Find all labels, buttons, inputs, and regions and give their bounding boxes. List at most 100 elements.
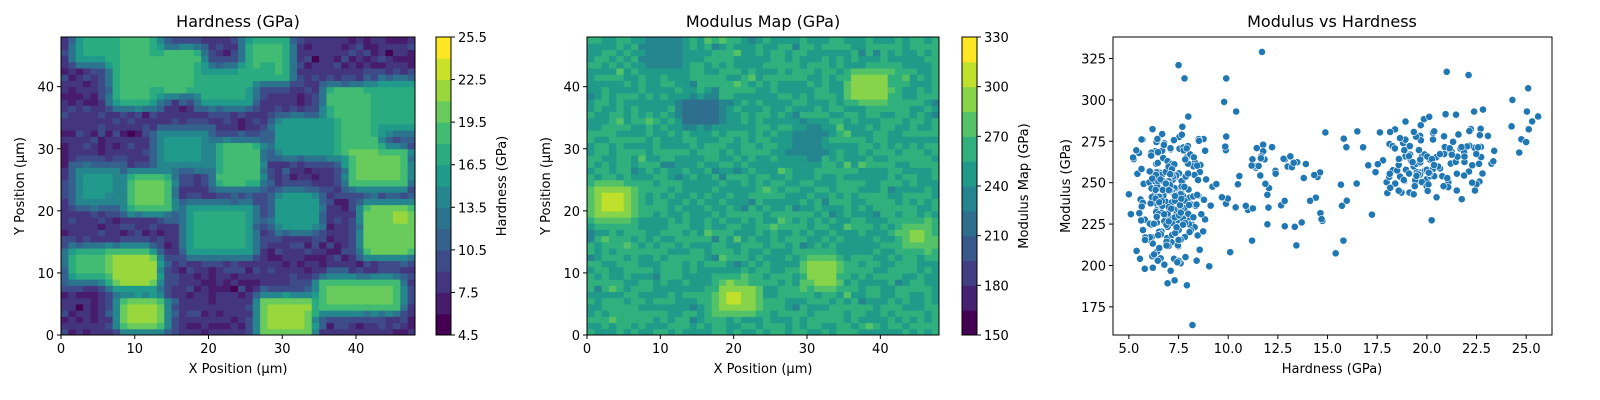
heatmap-cell (326, 248, 335, 255)
heatmap-cell (289, 279, 298, 286)
heatmap-cell (587, 86, 595, 94)
heatmap-cell (931, 291, 940, 299)
heatmap-cell (675, 291, 683, 299)
heatmap-cell (902, 210, 911, 218)
heatmap-cell (274, 49, 283, 57)
heatmap-cell (667, 154, 676, 162)
heatmap-cell (865, 68, 874, 75)
heatmap-cell (149, 254, 158, 261)
heatmap-cell (645, 105, 654, 112)
heatmap-cell (260, 217, 269, 224)
heatmap-cell (829, 229, 837, 237)
heatmap-cell (311, 92, 320, 100)
heatmap-cell (638, 204, 647, 212)
heatmap-cell (252, 272, 261, 280)
heatmap-cell (90, 254, 99, 261)
heatmap-cell (689, 161, 698, 168)
heatmap-cell (164, 37, 173, 44)
heatmap-cell (807, 105, 815, 112)
heatmap-cell (917, 43, 925, 50)
heatmap-cell (623, 92, 632, 100)
heatmap-cell (909, 297, 918, 305)
heatmap-cell (902, 241, 911, 249)
heatmap-cell (68, 285, 77, 293)
heatmap-cell (660, 92, 669, 100)
colorbar-segment (962, 161, 977, 187)
heatmap-cell (171, 291, 180, 299)
heatmap-cell (90, 99, 99, 106)
heatmap-cell (201, 217, 210, 224)
heatmap-cell (370, 260, 379, 268)
heatmap-cell (97, 186, 106, 193)
heatmap-cell (807, 55, 815, 63)
heatmap-cell (667, 198, 676, 206)
heatmap-cell (193, 49, 202, 57)
heatmap-cell (112, 86, 121, 94)
heatmap-cell (814, 303, 823, 311)
heatmap-cell (821, 210, 830, 218)
heatmap-cell (68, 136, 77, 144)
heatmap-cell (601, 43, 610, 50)
heatmap-cell (385, 328, 394, 336)
heatmap-cell (400, 130, 409, 137)
heatmap-cell (792, 316, 801, 324)
heatmap-cell (726, 148, 735, 156)
heatmap-cell (858, 117, 867, 125)
heatmap-cell (201, 86, 210, 94)
heatmap-cell (741, 161, 749, 168)
heatmap-cell (112, 123, 121, 131)
heatmap-cell (164, 241, 173, 249)
heatmap-cell (763, 148, 771, 156)
heatmap-cell (304, 229, 313, 237)
heatmap-cell (112, 198, 121, 206)
heatmap-cell (631, 61, 639, 69)
heatmap-cell (726, 130, 735, 137)
heatmap-cell (682, 223, 691, 230)
heatmap-cell (821, 43, 830, 50)
scatter-point (1161, 179, 1170, 188)
heatmap-cell (704, 192, 713, 199)
heatmap-cell (594, 272, 603, 280)
heatmap-cell (61, 260, 69, 268)
scatter-point (1192, 200, 1201, 209)
heatmap-cell (252, 55, 261, 63)
heatmap-cell (777, 173, 786, 181)
heatmap-cell (887, 74, 896, 81)
heatmap-cell (193, 68, 202, 75)
heatmap-cell (341, 179, 350, 187)
heatmap-cell (370, 117, 379, 125)
heatmap-cell (127, 186, 136, 193)
heatmap-cell (341, 223, 350, 230)
heatmap-cell (238, 210, 246, 218)
heatmap-cell (858, 322, 867, 330)
heatmap-cell (675, 123, 683, 131)
heatmap-cell (719, 86, 727, 94)
heatmap-cell (873, 328, 881, 336)
heatmap-cell (83, 68, 92, 75)
heatmap-cell (807, 198, 815, 206)
heatmap-cell (356, 328, 364, 336)
heatmap-cell (711, 130, 720, 137)
heatmap-cell (208, 49, 217, 57)
heatmap-cell (755, 148, 764, 156)
heatmap-cell (90, 43, 99, 50)
heatmap-cell (667, 111, 676, 119)
heatmap-cell (179, 192, 187, 199)
heatmap-cell (223, 241, 232, 249)
heatmap-cell (858, 198, 867, 206)
heatmap-cell (719, 260, 727, 268)
heatmap-cell (792, 204, 801, 212)
heatmap-cell (90, 55, 99, 63)
heatmap-cell (719, 272, 727, 280)
heatmap-cell (311, 167, 320, 175)
heatmap-cell (726, 204, 735, 212)
heatmap-cell (186, 303, 195, 311)
heatmap-cell (623, 49, 632, 57)
heatmap-cell (267, 229, 276, 237)
heatmap-cell (333, 254, 342, 261)
heatmap-cell (289, 148, 298, 156)
heatmap-cell (873, 248, 881, 255)
heatmap-cell (711, 61, 720, 69)
heatmap-cell (356, 167, 364, 175)
